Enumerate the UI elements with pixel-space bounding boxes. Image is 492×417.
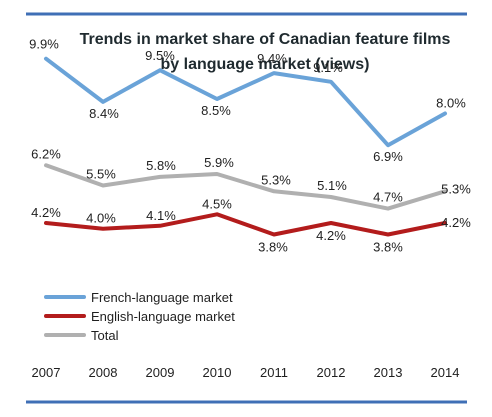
- data-label: 8.0%: [436, 96, 466, 111]
- data-label: 9.5%: [145, 48, 175, 63]
- data-label: 5.9%: [204, 155, 234, 170]
- chart-title-line-1: Trends in market share of Canadian featu…: [80, 31, 451, 48]
- legend-label: English-language market: [91, 309, 235, 324]
- data-label: 6.9%: [373, 149, 403, 164]
- chart-title-line-2: by language market (views): [161, 56, 370, 73]
- x-tick-label: 2013: [374, 365, 403, 380]
- data-label: 5.8%: [146, 158, 176, 173]
- x-tick-label: 2011: [260, 365, 288, 380]
- data-label: 8.5%: [201, 103, 231, 118]
- legend-label: French-language market: [91, 290, 233, 305]
- data-label: 3.8%: [258, 240, 288, 255]
- x-tick-label: 2009: [146, 365, 175, 380]
- data-label: 9.4%: [257, 51, 287, 66]
- x-tick-label: 2012: [317, 365, 346, 380]
- data-label: 5.3%: [441, 181, 471, 196]
- data-label: 4.1%: [146, 208, 176, 223]
- data-label: 3.8%: [373, 240, 403, 255]
- data-label: 6.2%: [31, 146, 61, 161]
- data-label: 5.1%: [317, 178, 347, 193]
- data-label: 4.0%: [86, 211, 116, 226]
- data-label: 5.5%: [86, 167, 116, 182]
- series-line-1: [44, 212, 447, 237]
- legend: French-language market English-language m…: [44, 290, 235, 343]
- data-label: 9.9%: [29, 37, 59, 52]
- x-tick-label: 2007: [32, 365, 61, 380]
- series-line-0: [44, 56, 447, 148]
- legend-label: Total: [91, 328, 119, 343]
- series-line-2: [44, 163, 447, 211]
- data-label: 8.4%: [89, 106, 119, 121]
- data-label: 4.2%: [441, 215, 471, 230]
- data-label: 9.1%: [313, 60, 343, 75]
- data-label: 4.2%: [31, 205, 61, 220]
- data-label: 5.3%: [261, 172, 291, 187]
- x-tick-label: 2010: [203, 365, 232, 380]
- data-label: 4.5%: [202, 196, 232, 211]
- data-labels-layer: 9.9% 8.4% 9.5% 8.5% 9.4% 9.1% 6.9% 8.0% 4.2% 4.0%…: [29, 37, 471, 255]
- data-label: 4.7%: [373, 190, 403, 205]
- x-tick-label: 2014: [431, 365, 460, 380]
- series-layer: [44, 56, 447, 237]
- x-axis-ticks: 2007 2008 2009 2010 2011 2012 2013 2014: [32, 365, 460, 380]
- x-tick-label: 2008: [89, 365, 118, 380]
- data-label: 4.2%: [316, 228, 346, 243]
